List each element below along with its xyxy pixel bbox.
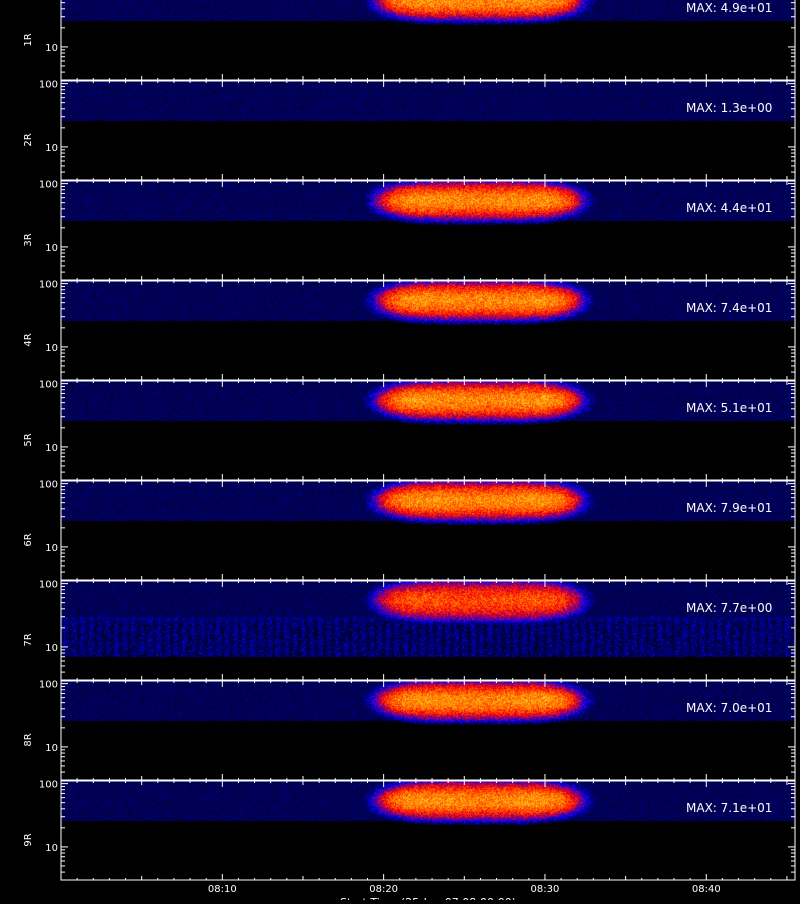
x-tick-label: 08:40 bbox=[692, 884, 721, 895]
plot-frame bbox=[60, 280, 796, 381]
max-label: MAX: 7.9e+01 bbox=[686, 501, 772, 515]
panel-label: 9R bbox=[23, 833, 34, 846]
y-tick-label: 100 bbox=[39, 80, 58, 91]
x-tick-label: 08:30 bbox=[531, 884, 560, 895]
y-tick-label: 10 bbox=[45, 443, 58, 454]
plot-frame bbox=[60, 80, 796, 181]
plot-frame bbox=[60, 180, 796, 281]
max-label: MAX: 5.1e+01 bbox=[686, 401, 772, 415]
panel-label: 3R bbox=[23, 233, 34, 246]
heatmap-1R bbox=[61, 0, 795, 80]
panel-9R: 100 10 9R 08:10 08:20 08:30 08:40 MAX: 7.1e+01 bbox=[23, 780, 796, 895]
y-tick-label: 100 bbox=[39, 380, 58, 391]
y-tick-label: 100 bbox=[39, 780, 58, 791]
y-tick-label: 10 bbox=[45, 543, 58, 554]
panel-label: 6R bbox=[23, 533, 34, 546]
panel-label: 2R bbox=[23, 133, 34, 146]
heatmap-5R bbox=[61, 381, 795, 480]
panel-label: 5R bbox=[23, 433, 34, 446]
y-tick-label: 100 bbox=[39, 580, 58, 591]
max-label: MAX: 7.0e+01 bbox=[686, 701, 772, 715]
plot-frame bbox=[60, 680, 796, 781]
panel-label: 4R bbox=[23, 333, 34, 346]
y-tick-label: 10 bbox=[45, 843, 58, 854]
max-label: MAX: 1.3e+00 bbox=[686, 101, 772, 115]
plot-frame bbox=[60, 0, 796, 81]
plot-frame bbox=[60, 780, 796, 881]
heatmap-7R bbox=[61, 581, 795, 680]
y-tick-label: 100 bbox=[39, 480, 58, 491]
max-label: MAX: 7.7e+00 bbox=[686, 601, 772, 615]
panel-label: 1R bbox=[23, 33, 34, 46]
y-tick-label: 10 bbox=[45, 743, 58, 754]
max-label: MAX: 7.4e+01 bbox=[686, 301, 772, 315]
y-tick-label: 100 bbox=[39, 680, 58, 691]
y-tick-label: 10 bbox=[45, 243, 58, 254]
x-tick-label: 08:10 bbox=[208, 884, 237, 895]
y-tick-label: 10 bbox=[45, 343, 58, 354]
max-label: MAX: 4.4e+01 bbox=[686, 201, 772, 215]
x-axis-title: Start Time (25-Jun-07 08:00:00) bbox=[340, 896, 516, 900]
y-tick-label: 10 bbox=[45, 143, 58, 154]
panel-label: 8R bbox=[23, 733, 34, 746]
max-label: MAX: 7.1e+01 bbox=[686, 801, 772, 815]
heatmap-2R bbox=[61, 81, 795, 180]
plot-frame bbox=[60, 480, 796, 581]
heatmap-4R bbox=[61, 281, 795, 380]
panel-label: 7R bbox=[23, 633, 34, 646]
heatmap-3R bbox=[61, 181, 795, 280]
y-tick-label: 10 bbox=[45, 643, 58, 654]
plot-frame bbox=[60, 380, 796, 481]
plot-frame bbox=[60, 580, 796, 681]
heatmap-9R bbox=[61, 781, 795, 880]
y-tick-label: 100 bbox=[39, 180, 58, 191]
heatmap-8R bbox=[61, 681, 795, 780]
y-tick-label: 100 bbox=[39, 280, 58, 291]
x-tick-label: 08:20 bbox=[369, 884, 398, 895]
max-label: MAX: 4.9e+01 bbox=[686, 1, 772, 15]
heatmap-6R bbox=[61, 481, 795, 580]
y-tick-label: 10 bbox=[45, 43, 58, 54]
